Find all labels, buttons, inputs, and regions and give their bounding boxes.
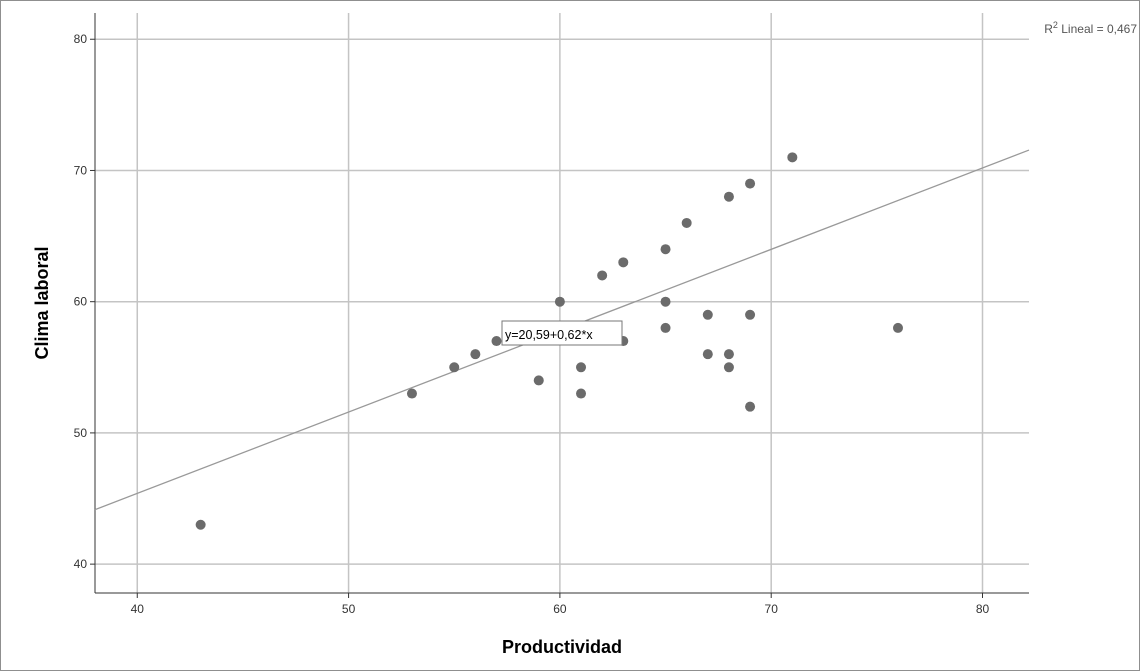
data-point (702, 349, 713, 360)
fit-equation-box (501, 320, 623, 346)
data-point (745, 309, 756, 320)
data-point (660, 296, 671, 307)
x-tick-label: 80 (976, 602, 990, 616)
data-point (660, 244, 671, 255)
data-point (533, 375, 544, 386)
data-point (723, 349, 734, 360)
data-point (491, 336, 502, 347)
r2-prefix: R (1044, 22, 1053, 36)
data-point (597, 270, 608, 281)
data-point (470, 349, 481, 360)
data-point (745, 178, 756, 189)
fit-equation-label: y=20,59+0,62*x (501, 320, 623, 346)
x-tick-label: 40 (131, 602, 145, 616)
data-point (681, 217, 692, 228)
y-tick-label: 70 (74, 163, 88, 177)
x-tick-label: 70 (765, 602, 779, 616)
y-tick-label: 80 (74, 32, 88, 46)
r2-text: Lineal = 0,467 (1058, 22, 1137, 36)
fit-equation-text: y=20,59+0,62*x (505, 328, 593, 342)
data-point (745, 401, 756, 412)
y-axis-title: Clima laboral (32, 246, 52, 359)
r2-label: R2 Lineal = 0,467 (1044, 20, 1137, 36)
data-point (554, 296, 565, 307)
tick-layer: 40 50 60 70 80 40 50 60 70 80 (74, 32, 990, 616)
x-tick-label: 50 (342, 602, 356, 616)
data-point (576, 388, 587, 399)
data-point (576, 362, 587, 373)
data-point (660, 322, 671, 333)
x-tick-label: 60 (553, 602, 567, 616)
data-point (723, 362, 734, 373)
y-tick-label: 60 (74, 295, 88, 309)
r2-superscript: 2 (1053, 20, 1058, 30)
data-point (406, 388, 417, 399)
x-axis-title: Productividad (502, 637, 622, 657)
data-point (787, 152, 798, 163)
point-layer (195, 152, 903, 530)
data-point (449, 362, 460, 373)
data-point (702, 309, 713, 320)
data-point (892, 322, 903, 333)
y-tick-label: 50 (74, 426, 88, 440)
data-point (618, 257, 629, 268)
grid-layer (95, 13, 1029, 593)
data-point (195, 519, 206, 530)
data-point (723, 191, 734, 202)
y-tick-label: 40 (74, 557, 88, 571)
